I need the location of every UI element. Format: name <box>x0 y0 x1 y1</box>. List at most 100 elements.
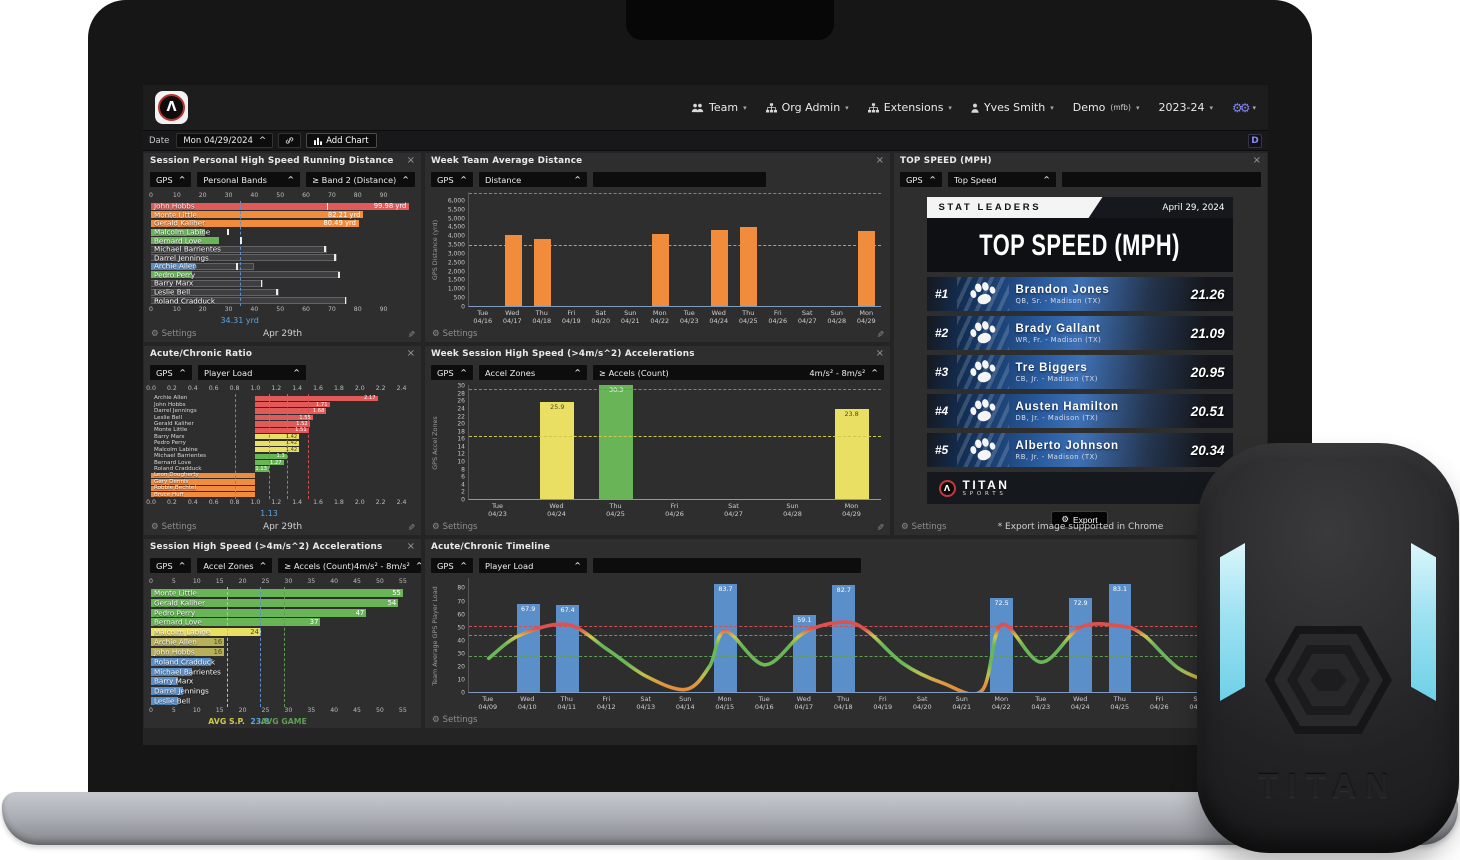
marker-tick <box>260 280 263 287</box>
filter-gps[interactable]: GPS ^ <box>430 364 474 381</box>
bar-value: 59.1 <box>797 616 812 625</box>
x-axis: Tue 04/16 Wed 04/17 Thu 04/18 Fri 04/19 Sat 04/20… <box>468 307 881 326</box>
settings-button[interactable]: ⚙ Settings <box>901 522 947 532</box>
bar-value: 80.49 yrd <box>323 219 356 228</box>
player-name: Gerald Kaliher <box>154 218 206 228</box>
axis-ticks: 0.0 0.2 0.4 0.6 0.8 1.0 1.2 1.4 1.6 1.8 2.0 2.2 2.4 <box>146 385 412 394</box>
x-tick-label: Thu 04/18 <box>532 309 552 326</box>
bar <box>255 421 310 427</box>
filter-label: Personal Bands <box>203 174 267 185</box>
player-details: RB, Jr. - Madison (TX) <box>1015 452 1098 461</box>
bar <box>255 427 309 434</box>
y-tick-label: 5,000 <box>447 215 465 223</box>
player-name: Darrel Jennings <box>154 686 209 696</box>
x-tick-label: Tue 04/16 <box>473 309 493 326</box>
settings-button[interactable]: ⚙ Settings <box>432 715 478 725</box>
filter-player-load[interactable]: Player Load ^ <box>478 557 588 574</box>
brand-text: TITAN SPORTS <box>963 479 1010 498</box>
filter-gps[interactable]: GPS ^ <box>149 171 193 188</box>
pencil-icon[interactable]: ✎ <box>405 330 416 338</box>
filter-band-2-distance[interactable]: ≥ Band 2 (Distance) ^ <box>305 171 416 188</box>
filter-distance[interactable]: Distance ^ <box>478 171 588 188</box>
chart-row-pedro-perry: Pedro Perry 47 <box>151 608 412 618</box>
filter-accels-count-4m-s-8m-s[interactable]: ≥ Accels (Count)4m/s² - 8m/s² ^ <box>277 557 421 574</box>
close-icon[interactable]: × <box>875 154 884 166</box>
date-picker[interactable]: Mon 04/29/2024 ^ <box>176 133 274 148</box>
chart-row-darrel-jennings: Darrel Jennings <box>151 686 412 696</box>
axis-tick-label: 80 <box>353 192 362 199</box>
nav-item-season[interactable]: 2023-24 ▾ <box>1158 101 1212 114</box>
panel-body: 0 5 10 15 20 25 30 35 40 45 50 55 Monte Little 55 Gera… <box>144 577 421 728</box>
close-icon[interactable]: × <box>1252 154 1261 166</box>
player-name: Monte Little <box>154 427 188 434</box>
bar-value: 16 <box>213 638 223 647</box>
filter-gps[interactable]: GPS ^ <box>899 171 943 188</box>
filter-gps[interactable]: GPS ^ <box>430 171 474 188</box>
filter-personal-bands[interactable]: Personal Bands ^ <box>196 171 302 188</box>
close-icon[interactable]: × <box>406 540 415 552</box>
chart-row-barry-marx: Barry Marx <box>151 676 412 686</box>
bar-value: 37 <box>309 618 319 627</box>
bar <box>151 628 261 637</box>
y-tick-label: 24 <box>457 405 465 413</box>
bar-value: 47 <box>355 608 365 617</box>
filter-player-load[interactable]: Player Load ^ <box>197 364 307 381</box>
player-name: Bernard Love <box>154 617 202 627</box>
app-logo[interactable]: Λ <box>155 91 188 124</box>
filter-accel-zones[interactable]: Accel Zones ^ <box>478 364 588 381</box>
export-button[interactable]: ⚙ Export <box>1051 511 1108 528</box>
filter-gps[interactable]: GPS ^ <box>430 557 474 574</box>
filter-top-speed[interactable]: Top Speed ^ <box>947 171 1057 188</box>
pencil-icon[interactable]: ✎ <box>874 330 885 338</box>
close-icon[interactable]: × <box>406 347 415 359</box>
link-button[interactable] <box>278 133 302 148</box>
bar-slot: 25.9 <box>528 385 587 499</box>
chart-row-roland-cradduck: Roland Cradduck <box>151 657 412 667</box>
bar-value: 54 <box>387 598 397 607</box>
add-chart-button[interactable]: Add Chart <box>306 133 377 148</box>
card-title: TOP SPEED (MPH) <box>979 227 1180 262</box>
panel-title-bar: Week Session High Speed (>4m/s^2) Accele… <box>425 346 890 361</box>
date-label: Date <box>149 135 170 146</box>
panel-body: GPS Distance (yrd) 0 500 1,000 1,500 2,000 2,5… <box>425 191 890 326</box>
y-tick-label: 28 <box>457 390 465 398</box>
settings-button[interactable]: ⚙ Settings <box>151 522 197 532</box>
nav-items: Team ▾ Org Admin ▾ Extensions ▾ Yves Smith ▾ Dem… <box>691 101 1256 115</box>
y-tick-label: 2,500 <box>447 259 465 267</box>
bar <box>255 408 327 414</box>
axis-tick-label: 25 <box>261 707 270 714</box>
filter-accels-count[interactable]: ≥ Accels (Count) 4m/s² - 8m/s² ^ <box>592 364 885 381</box>
d-badge[interactable]: D <box>1248 133 1262 148</box>
x-tick-label: Wed 04/17 <box>502 309 522 326</box>
filter-accel-zones[interactable]: Accel Zones ^ <box>196 557 274 574</box>
nav-item-extensions[interactable]: Extensions ▾ <box>867 101 952 114</box>
plot-area: 25.9 30.3 23.8 <box>468 385 881 500</box>
chart-row-michael-barrientes: Michael Barrientes <box>151 245 412 254</box>
x-tick-label: Mon 04/29 <box>856 309 876 326</box>
close-icon[interactable]: × <box>406 154 415 166</box>
pencil-icon[interactable]: ✎ <box>405 523 416 531</box>
axis-tick-label: 2.0 <box>354 385 365 392</box>
filter-gps[interactable]: GPS ^ <box>149 364 193 381</box>
nav-item-settings[interactable]: ⚙⚙ ▾ <box>1232 101 1256 115</box>
bar-value: 83.1 <box>1112 585 1128 594</box>
bar: 83.7 <box>714 583 737 692</box>
axis-tick-label: 10 <box>172 192 181 199</box>
y-tick-label: 12 <box>457 450 465 458</box>
y-axis-label: GPS Accel Zones <box>431 415 439 470</box>
y-tick-label: 60 <box>457 611 465 619</box>
settings-button[interactable]: ⚙ Settings <box>432 522 478 532</box>
axis-tick-label: 45 <box>353 707 361 714</box>
nav-item-user[interactable]: Yves Smith ▾ <box>971 101 1054 114</box>
nav-item-org-admin[interactable]: Org Admin ▾ <box>765 101 849 114</box>
settings-button[interactable]: ⚙ Settings <box>432 329 478 339</box>
close-icon[interactable]: × <box>875 347 884 359</box>
pencil-icon[interactable]: ✎ <box>874 523 885 531</box>
nav-item-demo[interactable]: Demo (mfb) ▾ <box>1073 101 1140 114</box>
nav-item-team[interactable]: Team ▾ <box>691 101 747 114</box>
settings-button[interactable]: ⚙ Settings <box>151 329 197 339</box>
reference-line <box>469 388 881 390</box>
panel-title-bar: Session High Speed (>4m/s^2) Acceleratio… <box>144 539 421 554</box>
filter-gps[interactable]: GPS ^ <box>149 557 193 574</box>
y-tick-label: 3,000 <box>447 250 465 258</box>
